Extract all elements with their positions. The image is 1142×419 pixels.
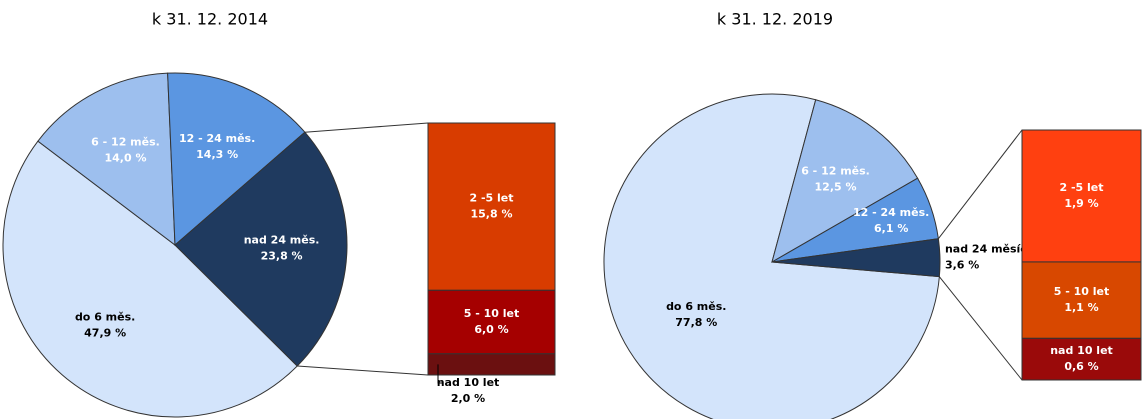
chart-title: k 31. 12. 2019 — [717, 10, 833, 29]
pie-slice — [771, 99, 919, 264]
breakdown-bar-segment — [1021, 129, 1142, 263]
slice-label: 12 - 24 měs. — [853, 206, 929, 219]
slice-label: 6 - 12 měs. — [801, 164, 870, 177]
connector-line — [297, 365, 429, 376]
slice-value-label: 3,6 % — [945, 259, 979, 272]
slice-label: do 6 měs. — [666, 300, 726, 313]
breakdown-bar-segment — [1021, 337, 1142, 381]
breakdown-bar-segment — [427, 353, 556, 376]
slice-label: 6 - 12 měs. — [91, 136, 160, 149]
connector-line — [304, 122, 429, 133]
slice-label: nad 24 měs. — [244, 233, 320, 246]
slice-label: nad 24 měsíců — [945, 243, 1035, 256]
slice-value-label: 6,1 % — [874, 222, 908, 235]
label-leader — [437, 364, 442, 384]
pie-slice — [2, 140, 298, 418]
slice-value-label: 14,0 % — [104, 152, 146, 165]
breakdown-value-label: 2,0 % — [451, 392, 485, 405]
connector-line — [937, 129, 1023, 240]
breakdown-bar-segment — [427, 289, 556, 355]
breakdown-value-label: 0,6 % — [1064, 360, 1098, 373]
slice-value-label: 77,8 % — [675, 316, 717, 329]
slice-value-label: 14,3 % — [196, 148, 238, 161]
slice-label: do 6 měs. — [75, 311, 135, 324]
breakdown-value-label: 6,0 % — [474, 323, 508, 336]
pie-slice — [603, 93, 940, 419]
pie-slice — [167, 72, 306, 247]
slice-value-label: 47,9 % — [84, 327, 126, 340]
breakdown-label: nad 10 let — [1050, 344, 1113, 357]
slice-value-label: 23,8 % — [261, 249, 303, 262]
chart-title: k 31. 12. 2014 — [152, 10, 268, 29]
breakdown-value-label: 1,9 % — [1064, 197, 1098, 210]
connector-line — [938, 276, 1023, 381]
pie-slice — [771, 238, 941, 278]
breakdown-value-label: 1,1 % — [1064, 301, 1098, 314]
breakdown-label: 5 - 10 let — [464, 307, 520, 320]
breakdown-label: nad 10 let — [437, 376, 500, 389]
slice-value-label: 12,5 % — [815, 180, 857, 193]
breakdown-label: 2 -5 let — [469, 192, 513, 205]
slice-label: 12 - 24 měs. — [179, 132, 255, 145]
breakdown-bar-segment — [427, 122, 556, 291]
breakdown-label: 2 -5 let — [1059, 181, 1103, 194]
breakdown-bar-segment — [1021, 261, 1142, 339]
breakdown-value-label: 15,8 % — [471, 208, 513, 221]
breakdown-label: 5 - 10 let — [1054, 285, 1110, 298]
pie-slice — [174, 131, 348, 367]
pie-slice — [37, 72, 176, 247]
